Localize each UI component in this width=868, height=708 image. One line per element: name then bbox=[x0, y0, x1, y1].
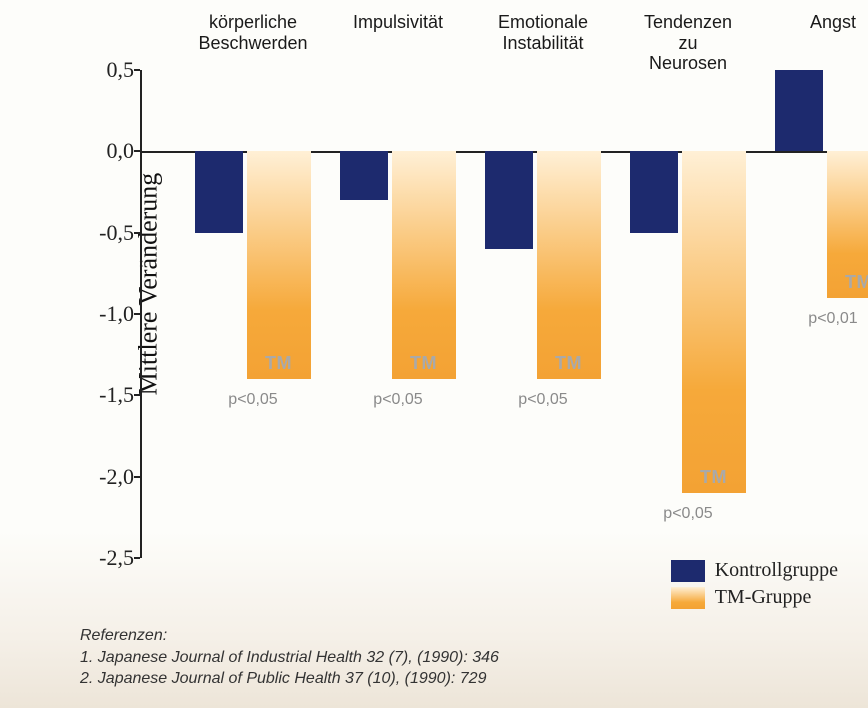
category-label: Emotionale Instabilität bbox=[498, 12, 588, 53]
category-label: körperliche Beschwerden bbox=[198, 12, 307, 53]
y-axis-line bbox=[140, 70, 142, 558]
tm-marker: TM bbox=[555, 353, 582, 374]
bar-control bbox=[195, 151, 243, 232]
y-tick-label: -1,0 bbox=[82, 301, 134, 327]
tm-marker: TM bbox=[265, 353, 292, 374]
y-tick-mark bbox=[134, 476, 140, 478]
y-tick-mark bbox=[134, 69, 140, 71]
bar-tm bbox=[247, 151, 311, 379]
tm-marker: TM bbox=[845, 272, 868, 293]
y-tick-label: -0,5 bbox=[82, 220, 134, 246]
y-tick-label: -2,5 bbox=[82, 545, 134, 571]
bar-tm bbox=[392, 151, 456, 379]
chart-container: Mittlere Veränderung 0,50,0-0,5-1,0-1,5-… bbox=[45, 10, 858, 558]
bar-tm bbox=[537, 151, 601, 379]
y-tick-mark bbox=[134, 232, 140, 234]
legend: Kontrollgruppe TM-Gruppe bbox=[671, 555, 838, 613]
p-value-label: p<0,05 bbox=[663, 505, 712, 523]
p-value-label: p<0,01 bbox=[808, 310, 857, 328]
legend-swatch-control bbox=[671, 560, 705, 582]
references: Referenzen: 1. Japanese Journal of Indus… bbox=[80, 625, 499, 690]
category-label: Angst bbox=[810, 12, 856, 33]
y-tick-label: 0,5 bbox=[82, 57, 134, 83]
legend-label-tm: TM-Gruppe bbox=[715, 586, 812, 609]
plot-area: 0,50,0-0,5-1,0-1,5-2,0-2,5körperliche Be… bbox=[140, 70, 858, 558]
category-label: Impulsivität bbox=[353, 12, 443, 33]
bar-control bbox=[630, 151, 678, 232]
category-label: Tendenzen zu Neurosen bbox=[644, 12, 732, 74]
bar-control bbox=[340, 151, 388, 200]
legend-item-control: Kontrollgruppe bbox=[671, 559, 838, 582]
y-tick-mark bbox=[134, 150, 140, 152]
y-tick-label: 0,0 bbox=[82, 138, 134, 164]
tm-marker: TM bbox=[410, 353, 437, 374]
references-line-1: 1. Japanese Journal of Industrial Health… bbox=[80, 647, 499, 669]
references-title: Referenzen: bbox=[80, 625, 499, 647]
y-tick-mark bbox=[134, 557, 140, 559]
bar-tm bbox=[682, 151, 746, 493]
p-value-label: p<0,05 bbox=[518, 391, 567, 409]
legend-swatch-tm bbox=[671, 587, 705, 609]
legend-item-tm: TM-Gruppe bbox=[671, 586, 838, 609]
y-tick-mark bbox=[134, 313, 140, 315]
bar-control bbox=[485, 151, 533, 249]
p-value-label: p<0,05 bbox=[373, 391, 422, 409]
y-tick-label: -1,5 bbox=[82, 382, 134, 408]
y-tick-mark bbox=[134, 394, 140, 396]
p-value-label: p<0,05 bbox=[228, 391, 277, 409]
legend-label-control: Kontrollgruppe bbox=[715, 559, 838, 582]
references-line-2: 2. Japanese Journal of Public Health 37 … bbox=[80, 668, 499, 690]
y-tick-label: -2,0 bbox=[82, 464, 134, 490]
tm-marker: TM bbox=[700, 467, 727, 488]
bar-control bbox=[775, 70, 823, 151]
